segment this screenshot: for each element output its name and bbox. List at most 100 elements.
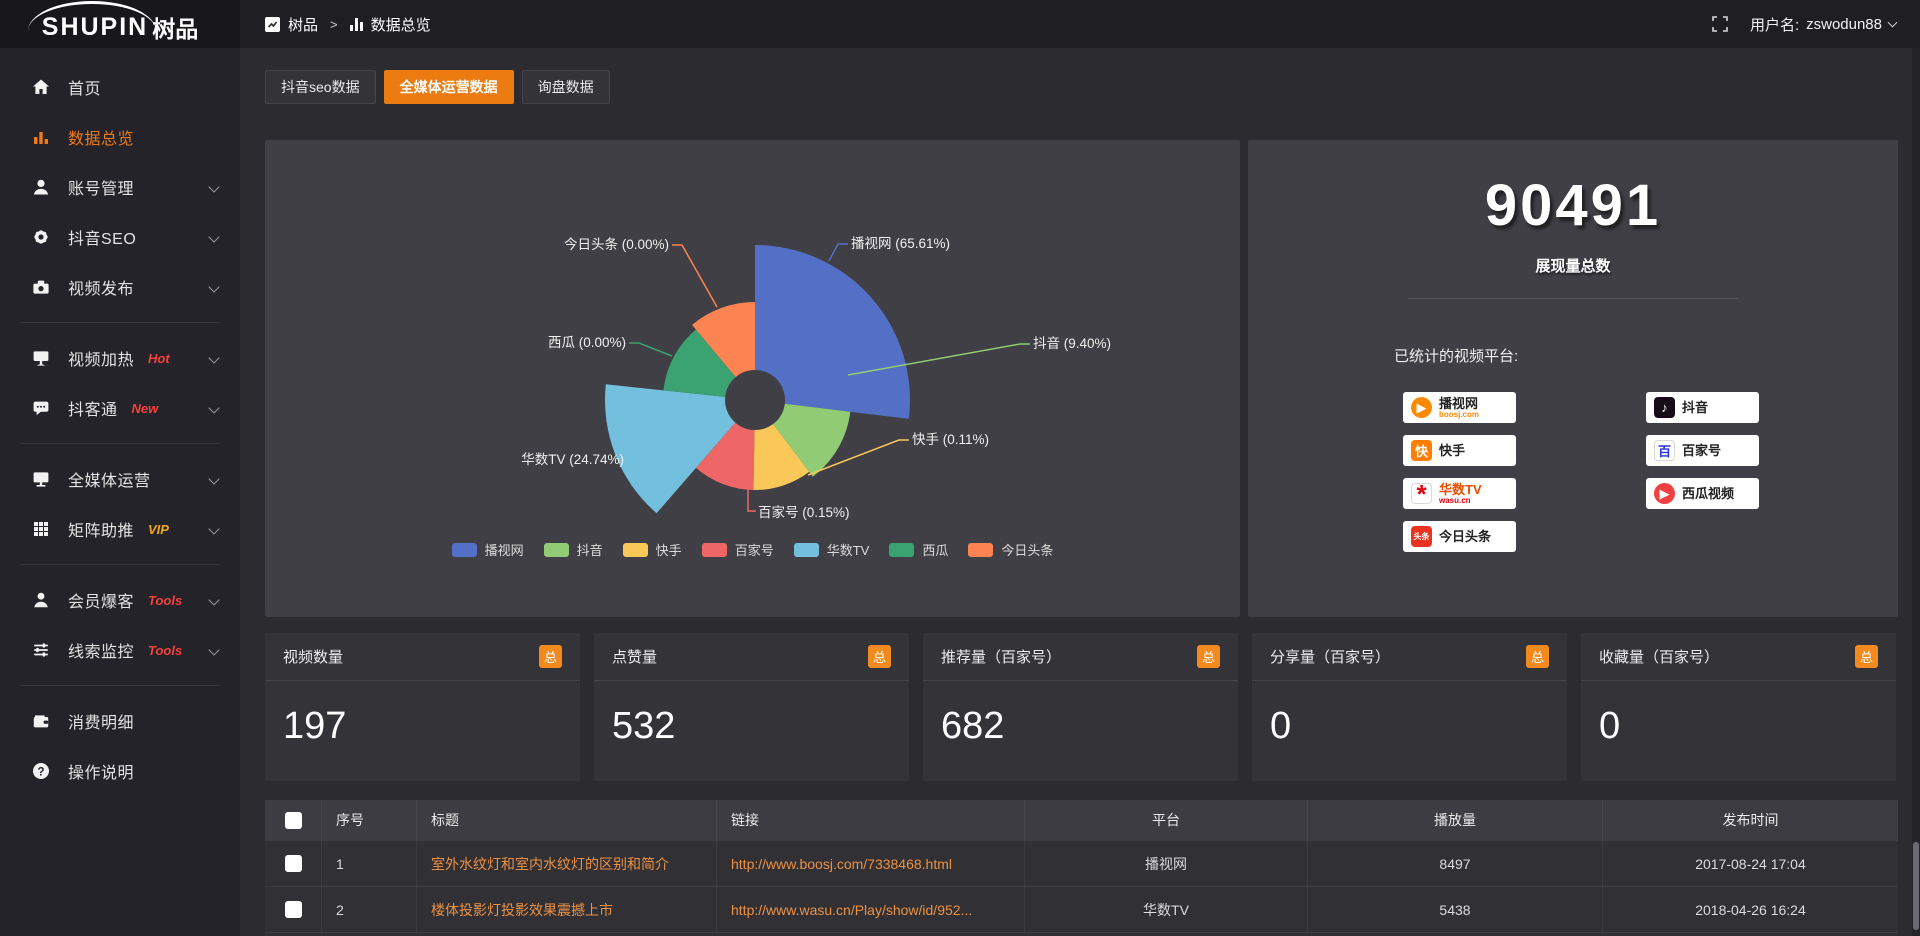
sidebar-item-抖音SEO[interactable]: 抖音SEO xyxy=(0,212,240,262)
select-all-checkbox[interactable] xyxy=(284,811,302,829)
scrollbar-thumb[interactable] xyxy=(1913,842,1919,930)
stat-card-title: 收藏量（百家号） xyxy=(1599,649,1720,666)
pie-slice-抖音[interactable] xyxy=(773,403,851,477)
sidebar-item-badge: Tools xyxy=(148,592,183,608)
legend-label: 西瓜 xyxy=(922,543,949,558)
sidebar: 首页 数据总览 账号管理抖音SEO 视频发布视频加热 Hot 抖客通 New 全媒体运营矩阵助… xyxy=(0,48,240,936)
sidebar-item-账号管理[interactable]: 账号管理 xyxy=(0,162,240,212)
pie-slice-华数TV[interactable] xyxy=(604,384,736,514)
pie-slice-百家号[interactable] xyxy=(696,422,755,490)
sliders-icon xyxy=(30,639,52,661)
platform-column: ▶ 播视网 boosj.com 快快手 * 华数TV wasu.cn 头条 今日头条 xyxy=(1403,392,1516,552)
video-title-link[interactable]: 楼体投影灯投影效果震撼上市 xyxy=(431,901,613,918)
breadcrumb-separator: > xyxy=(330,16,338,32)
data-overview-icon xyxy=(30,126,52,148)
pie-slice-西瓜[interactable] xyxy=(663,329,736,397)
video-url-link[interactable]: http://www.wasu.cn/Play/show/id/952... xyxy=(731,901,973,918)
table-header-row: 序号 标题 链接 平台 播放量 发布时间 xyxy=(265,800,1898,840)
cell-publish-time: 2017-08-24 17:04 xyxy=(1695,855,1806,872)
legend-label: 华数TV xyxy=(826,543,870,558)
rose-pie-chart: 播视网 (65.61%) 抖音 (9.40%) 快手 (0.11%) 百家号 (0.1… xyxy=(521,236,1111,520)
sidebar-item-首页[interactable]: 首页 xyxy=(0,62,240,112)
sidebar-item-label: 视频加热 xyxy=(68,352,135,369)
chevron-down-icon xyxy=(208,181,220,193)
sidebar-item-消费明细[interactable]: 消费明细 xyxy=(0,696,240,746)
user-menu[interactable]: 用户名: zswodun88 xyxy=(1750,14,1898,35)
sidebar-item-矩阵助推[interactable]: 矩阵助推 VIP xyxy=(0,504,240,554)
sidebar-item-label: 全媒体运营 xyxy=(68,473,151,490)
快手-logo-icon: 快 xyxy=(1411,440,1432,461)
stat-card-header: 点赞量 总 xyxy=(594,633,909,681)
sidebar-item-全媒体运营[interactable]: 全媒体运营 xyxy=(0,454,240,504)
pie-slice-今日头条[interactable] xyxy=(692,302,755,377)
sidebar-divider xyxy=(20,443,220,444)
data-tabs: 抖音seo数据 全媒体运营数据 询盘数据 xyxy=(265,70,610,104)
account-icon xyxy=(30,176,52,198)
stat-card-title: 推荐量（百家号） xyxy=(941,649,1062,666)
legend-chip xyxy=(968,542,994,557)
site-icon xyxy=(265,16,280,32)
chevron-down-icon xyxy=(208,644,220,656)
sidebar-item-label: 会员爆客 xyxy=(68,594,135,611)
home-icon xyxy=(30,76,52,98)
legend-item-西瓜[interactable]: 西瓜 xyxy=(889,540,948,559)
stat-card-title: 分享量（百家号） xyxy=(1270,649,1391,666)
pie-label-line-快手 xyxy=(807,439,909,476)
legend-item-抖音[interactable]: 抖音 xyxy=(543,540,603,559)
sidebar-item-线索监控[interactable]: 线索监控 Tools xyxy=(0,625,240,675)
chevron-down-icon xyxy=(1887,17,1898,28)
sidebar-item-视频发布[interactable]: 视频发布 xyxy=(0,262,240,312)
stat-card-header: 收藏量（百家号） 总 xyxy=(1581,633,1896,681)
breadcrumb-home[interactable]: 树品 xyxy=(288,16,319,34)
cell-index: 1 xyxy=(322,841,417,886)
sidebar-item-会员爆客[interactable]: 会员爆客 Tools xyxy=(0,575,240,625)
platform-name: 华数TV xyxy=(1439,481,1482,497)
tab-询盘数据[interactable]: 询盘数据 xyxy=(521,70,610,104)
legend-label: 今日头条 xyxy=(1001,543,1054,558)
stat-card-分享量（百家号）: 分享量（百家号） 总 0 xyxy=(1252,633,1567,781)
platform-badge-text: 今日头条 xyxy=(1439,530,1491,543)
video-title-link[interactable]: 室外水纹灯和室内水纹灯的区别和简介 xyxy=(431,855,669,872)
legend-item-华数TV[interactable]: 华数TV xyxy=(793,540,870,559)
chevron-down-icon xyxy=(208,231,220,243)
legend-item-百家号[interactable]: 百家号 xyxy=(701,540,774,559)
platform-badge-text: 抖音 xyxy=(1682,401,1708,414)
platform-badge-华数TV: * 华数TV wasu.cn xyxy=(1403,478,1516,509)
legend-chip xyxy=(622,542,648,557)
fullscreen-icon[interactable] xyxy=(1712,16,1728,32)
pie-slice-播视网[interactable] xyxy=(755,245,910,419)
column-header-播放量: 播放量 xyxy=(1308,800,1603,840)
logo-arc-decor xyxy=(28,1,156,31)
chevron-down-icon xyxy=(208,352,220,364)
platform-badges: ▶ 播视网 boosj.com 快快手 * 华数TV wasu.cn 头条 今日头条 ♪ 抖音百百家… xyxy=(1403,392,1898,552)
video-url-link[interactable]: http://www.boosj.com/7338468.html xyxy=(731,855,953,872)
今日头条-logo-icon: 头条 xyxy=(1411,526,1432,547)
legend-item-今日头条[interactable]: 今日头条 xyxy=(968,540,1053,559)
total-badge: 总 xyxy=(1855,645,1878,668)
sidebar-item-label: 视频发布 xyxy=(68,281,135,298)
column-header-序号: 序号 xyxy=(322,800,417,840)
华数TV-logo-icon: * xyxy=(1411,483,1432,504)
legend-item-快手[interactable]: 快手 xyxy=(622,540,682,559)
stat-card-value: 197 xyxy=(283,705,347,747)
sidebar-item-操作说明[interactable]: ? 操作说明 xyxy=(0,746,240,796)
video-publish-icon xyxy=(30,276,52,298)
sidebar-item-视频加热[interactable]: 视频加热 Hot xyxy=(0,333,240,383)
sidebar-item-label: 消费明细 xyxy=(68,715,135,732)
sidebar-item-数据总览[interactable]: 数据总览 xyxy=(0,112,240,162)
legend-item-播视网[interactable]: 播视网 xyxy=(451,540,524,559)
platform-sub: wasu.cn xyxy=(1439,495,1471,505)
app-logo[interactable]: SHUPIN 树品 xyxy=(0,0,240,48)
pie-slice-快手[interactable] xyxy=(753,424,810,491)
media-screen-icon xyxy=(30,468,52,490)
column-header-标题: 标题 xyxy=(417,800,717,840)
stat-card-header: 推荐量（百家号） 总 xyxy=(923,633,1238,681)
tab-全媒体运营数据[interactable]: 全媒体运营数据 xyxy=(383,70,514,104)
sidebar-item-label: 抖音SEO xyxy=(68,231,137,248)
row-checkbox[interactable] xyxy=(284,855,302,872)
row-checkbox[interactable] xyxy=(284,901,302,918)
platform-badge-今日头条: 头条 今日头条 xyxy=(1403,521,1516,552)
tab-抖音seo数据[interactable]: 抖音seo数据 xyxy=(265,70,376,104)
sidebar-item-抖客通[interactable]: 抖客通 New xyxy=(0,383,240,433)
table-row: 2 楼体投影灯投影效果震撼上市 http://www.wasu.cn/Play/sh… xyxy=(265,886,1898,932)
